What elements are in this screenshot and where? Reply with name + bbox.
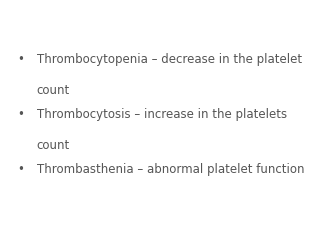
Text: count: count	[37, 139, 70, 152]
Text: Thrombocytosis – increase in the platelets: Thrombocytosis – increase in the platele…	[37, 108, 287, 121]
Text: Thrombasthenia – abnormal platelet function: Thrombasthenia – abnormal platelet funct…	[37, 163, 304, 176]
Text: •: •	[18, 163, 24, 176]
Text: •: •	[18, 53, 24, 66]
Text: count: count	[37, 84, 70, 97]
Text: Thrombocytopenia – decrease in the platelet: Thrombocytopenia – decrease in the plate…	[37, 53, 302, 66]
Text: •: •	[18, 108, 24, 121]
